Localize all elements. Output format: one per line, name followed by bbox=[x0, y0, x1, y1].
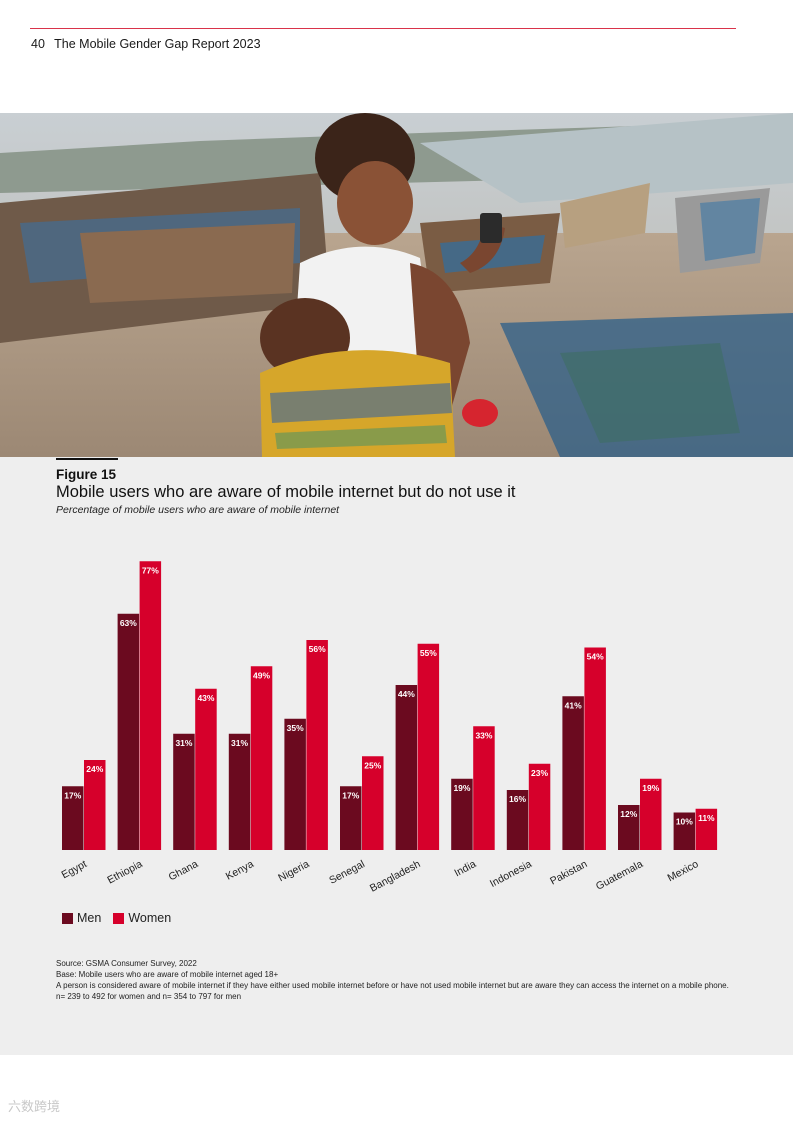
data-label-women-mexico: 11% bbox=[698, 813, 715, 823]
data-label-men-india: 19% bbox=[453, 783, 470, 793]
data-label-women-guatemala: 19% bbox=[642, 783, 659, 793]
bar-women-mexico bbox=[695, 808, 718, 850]
data-label-men-nigeria: 35% bbox=[287, 723, 304, 733]
data-label-women-bangladesh: 55% bbox=[420, 648, 437, 658]
figure-label: Figure 15 bbox=[56, 467, 117, 482]
data-label-women-pakistan: 54% bbox=[587, 652, 604, 662]
data-label-men-guatemala: 12% bbox=[620, 809, 637, 819]
source-notes: Source: GSMA Consumer Survey, 2022 Base:… bbox=[56, 958, 746, 1002]
bar-men-india bbox=[451, 778, 473, 850]
figure-subtitle: Percentage of mobile users who are aware… bbox=[56, 504, 340, 516]
data-label-men-mexico: 10% bbox=[676, 817, 693, 827]
figure-rule bbox=[56, 458, 118, 460]
bar-women-guatemala bbox=[640, 778, 662, 850]
legend-label-women: Women bbox=[128, 911, 172, 925]
x-tick-label-mexico: Mexico bbox=[666, 858, 701, 884]
report-title: The Mobile Gender Gap Report 2023 bbox=[54, 37, 261, 51]
bar-men-nigeria bbox=[284, 718, 306, 850]
photo-woman-with-baby-on-beach bbox=[0, 113, 793, 457]
bar-men-ghana bbox=[173, 733, 195, 850]
note-sample-size: n= 239 to 492 for women and n= 354 to 79… bbox=[56, 992, 242, 1001]
data-label-men-senegal: 17% bbox=[342, 790, 359, 800]
figure-title: Mobile users who are aware of mobile int… bbox=[56, 483, 516, 501]
bar-women-nigeria bbox=[306, 640, 328, 850]
watermark-text: 六数跨境 bbox=[8, 1100, 61, 1115]
data-label-women-indonesia: 23% bbox=[531, 768, 548, 778]
bar-women-pakistan bbox=[584, 647, 606, 850]
bar-men-indonesia bbox=[506, 790, 529, 850]
note-base: Base: Mobile users who are aware of mobi… bbox=[56, 970, 279, 979]
legend-item-men: Men bbox=[62, 911, 101, 925]
x-tick-label-ghana: Ghana bbox=[167, 858, 201, 883]
data-label-men-egypt: 17% bbox=[64, 790, 81, 800]
bar-men-kenya bbox=[228, 733, 251, 850]
bar-women-ethiopia bbox=[139, 561, 162, 850]
x-tick-label-nigeria: Nigeria bbox=[276, 858, 311, 884]
bar-men-egypt bbox=[62, 786, 84, 850]
legend-swatch-women bbox=[113, 912, 125, 924]
x-tick-label-senegal: Senegal bbox=[327, 858, 367, 887]
x-tick-label-pakistan: Pakistan bbox=[548, 858, 589, 888]
data-label-men-kenya: 31% bbox=[231, 738, 248, 748]
legend-swatch-men bbox=[62, 912, 73, 924]
bar-women-ghana bbox=[195, 688, 217, 850]
bar-men-senegal bbox=[340, 786, 362, 850]
note-source: Source: GSMA Consumer Survey, 2022 bbox=[56, 959, 197, 968]
bar-chart: 17% 24% Egypt 63% 77% Ethiopia 31% 43% Ghana 31% 4… bbox=[60, 561, 718, 895]
data-label-men-ethiopia: 63% bbox=[120, 618, 137, 628]
bar-men-ethiopia bbox=[117, 613, 140, 850]
data-label-women-nigeria: 56% bbox=[309, 644, 326, 654]
x-tick-label-ethiopia: Ethiopia bbox=[105, 858, 144, 886]
legend-label-men: Men bbox=[77, 911, 102, 925]
data-label-women-senegal: 25% bbox=[364, 760, 381, 770]
data-label-men-pakistan: 41% bbox=[565, 700, 582, 710]
x-tick-label-kenya: Kenya bbox=[224, 858, 256, 883]
data-label-women-ethiopia: 77% bbox=[142, 565, 159, 575]
data-label-women-india: 33% bbox=[475, 730, 492, 740]
legend: Men Women bbox=[62, 911, 171, 925]
legend-item-women: Women bbox=[113, 911, 171, 925]
bar-women-kenya bbox=[250, 666, 273, 850]
watermark-logo: 六数跨境 bbox=[8, 1096, 60, 1115]
bar-men-guatemala bbox=[618, 805, 640, 850]
page-header: 40 The Mobile Gender Gap Report 2023 bbox=[31, 37, 261, 51]
data-label-women-ghana: 43% bbox=[197, 693, 214, 703]
x-tick-label-guatemala: Guatemala bbox=[594, 858, 645, 893]
data-label-men-bangladesh: 44% bbox=[398, 689, 415, 699]
bar-women-bangladesh bbox=[417, 643, 440, 850]
bar-men-mexico bbox=[673, 812, 696, 850]
bar-men-pakistan bbox=[562, 696, 584, 850]
bar-women-indonesia bbox=[528, 763, 551, 850]
data-label-women-egypt: 24% bbox=[86, 764, 103, 774]
page-number: 40 bbox=[31, 37, 45, 51]
bar-women-india bbox=[473, 726, 495, 850]
note-definition: A person is considered aware of mobile i… bbox=[56, 981, 729, 990]
x-tick-label-indonesia: Indonesia bbox=[488, 858, 534, 890]
bar-women-senegal bbox=[362, 756, 384, 850]
x-tick-label-india: India bbox=[452, 858, 478, 879]
x-tick-label-egypt: Egypt bbox=[60, 858, 89, 881]
data-label-men-ghana: 31% bbox=[175, 738, 192, 748]
data-label-men-indonesia: 16% bbox=[509, 794, 526, 804]
top-rule bbox=[30, 28, 736, 29]
bar-women-egypt bbox=[84, 760, 106, 850]
bar-men-bangladesh bbox=[395, 685, 418, 850]
x-tick-label-bangladesh: Bangladesh bbox=[368, 858, 423, 895]
data-label-women-kenya: 49% bbox=[253, 670, 270, 680]
